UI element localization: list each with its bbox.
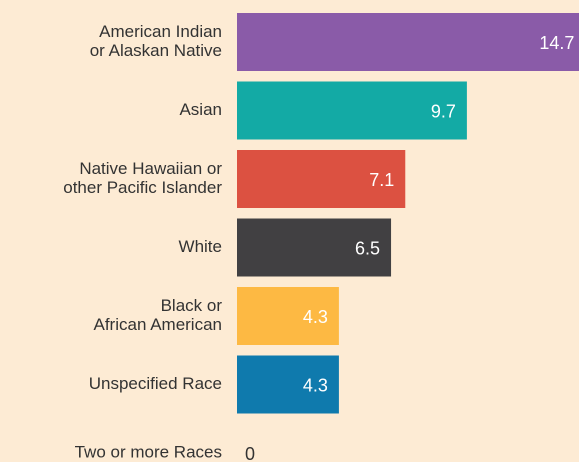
value-label: 7.1 (369, 170, 394, 190)
value-label: 9.7 (431, 101, 456, 121)
category-label: Two or more Races (75, 442, 222, 461)
category-label: African American (94, 315, 223, 334)
category-label: other Pacific Islander (63, 178, 222, 197)
value-label: 4.3 (303, 375, 328, 395)
category-label: Native Hawaiian or (79, 159, 222, 178)
category-label: White (179, 237, 222, 256)
bar (237, 287, 339, 345)
category-label: Unspecified Race (89, 374, 222, 393)
category-label: Asian (179, 100, 222, 119)
category-label: Black or (161, 296, 223, 315)
bar (237, 218, 392, 277)
value-label: 6.5 (355, 238, 380, 258)
value-label: 4.3 (303, 307, 328, 327)
value-label: 14.7 (539, 33, 574, 53)
bar (237, 81, 467, 140)
bar (237, 150, 406, 208)
value-label: 0 (245, 444, 255, 462)
bar (237, 13, 579, 71)
category-label: or Alaskan Native (90, 41, 222, 60)
category-label: American Indian (99, 22, 222, 41)
bar (237, 355, 339, 414)
